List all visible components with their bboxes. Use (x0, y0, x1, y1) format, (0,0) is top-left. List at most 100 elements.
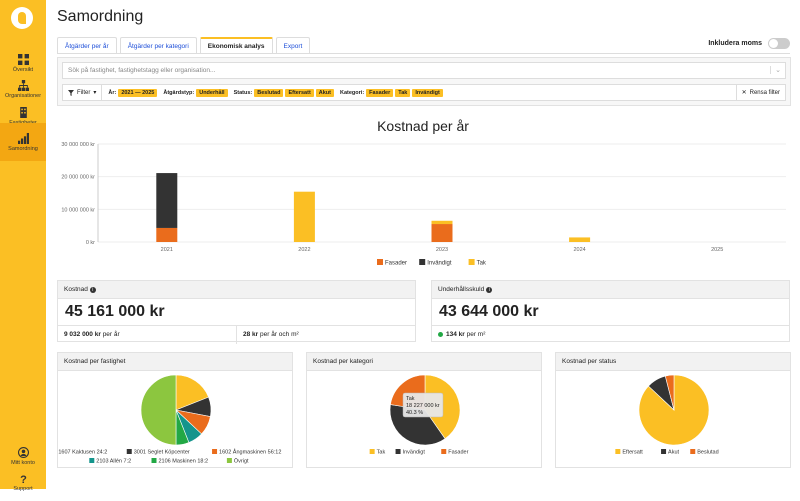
kostnad-card-header: Kostnad i (58, 281, 415, 299)
divider (57, 53, 790, 54)
bar-chart-icon (17, 132, 29, 144)
filter-chip-year[interactable]: 2021 — 2025 (118, 88, 158, 97)
tab-atgarder-per-kategori[interactable]: Åtgärder per kategori (119, 37, 197, 54)
pie-chart-status: Eftersatt Akut Beslutad (615, 374, 719, 456)
legend-swatch (212, 449, 218, 454)
sidebar-item-organisationer[interactable]: Organisationer (0, 70, 46, 108)
tab-export[interactable]: Export (275, 37, 311, 54)
legend-swatch (126, 449, 132, 454)
y-tick-label: 30 000 000 kr (61, 142, 95, 148)
filter-chip-type[interactable]: Underhåll (196, 88, 228, 97)
underhallsskuld-per-m2-value: 134 kr (446, 331, 465, 338)
filter-chip-status[interactable]: Akut (315, 88, 335, 97)
legend-label: Beslutad (697, 450, 718, 456)
kostnad-per-year-value: 9 032 000 kr (64, 331, 101, 338)
filter-category-label: Kategori: (340, 89, 365, 96)
grid-icon (17, 53, 29, 65)
filter-chip-category[interactable]: Tak (395, 88, 411, 97)
tab-atgarder-per-ar[interactable]: Åtgärder per år (57, 37, 117, 54)
tab-ekonomisk-analys[interactable]: Ekonomisk analys (199, 37, 273, 54)
kostnad-per-m2: 28 kr per år och m² (236, 325, 415, 344)
filter-chip-category[interactable]: Invändigt (412, 88, 443, 97)
moms-toggle[interactable] (768, 38, 790, 49)
status-dot (438, 332, 443, 337)
legend-label: Övrigt (234, 458, 249, 465)
reset-filter-label: Rensa filter (749, 89, 780, 96)
y-tick-label: 10 000 000 kr (61, 207, 95, 213)
filter-year-label: År: (108, 89, 117, 96)
org-chart-icon (17, 79, 29, 91)
x-tick-label: 2021 (161, 247, 173, 253)
tooltip-box (402, 392, 444, 418)
legend-swatch (615, 449, 621, 454)
filter-chip-category[interactable]: Fasader (366, 88, 394, 97)
pie-chart-fastighet: 1607 Kaktusen 24:2 3001 Seglet Köpcenter 1… (51, 374, 281, 465)
sidebar-item-support[interactable]: ? Support (0, 463, 46, 501)
sidebar-item-label: Organisationer (4, 92, 42, 99)
info-icon[interactable]: i (486, 286, 493, 293)
pie-card-header: Kostnad per kategori (307, 353, 541, 371)
chevron-down-icon[interactable]: ⌄ (770, 66, 781, 74)
bar-tak (293, 191, 315, 242)
legend-label: 2103 Allén 7:2 (96, 459, 131, 465)
legend-swatch (377, 259, 383, 265)
pie-card-header: Kostnad per status (556, 353, 790, 371)
tooltip-title: Tak (406, 396, 415, 402)
legend-label: Fasader (448, 450, 468, 456)
kostnad-per-m2-unit: per år och m² (260, 331, 299, 338)
legend-label: Akut (668, 450, 679, 456)
sidebar-item-label: Fastigheter (9, 120, 37, 126)
filter-type-label: Åtgärdstyp: (163, 89, 195, 96)
kostnad-card: Kostnad i 45 161 000 kr 9 032 000 kr per… (57, 280, 416, 344)
legend-label: 1602 Ångmaskinen 56:12 (219, 449, 281, 456)
legend-swatch (226, 458, 232, 463)
filter-button[interactable]: Filter ▾ (63, 85, 103, 100)
pie-card-kategori: Kostnad per kategori Tak Invändigt Fasader… (306, 352, 542, 468)
legend-label: 1607 Kaktusen 24:2 (58, 450, 107, 456)
bar-chart: 30 000 000 kr 20 000 000 kr 10 000 000 kr 0… (61, 142, 786, 267)
legend-swatch (690, 449, 696, 454)
legend-label: Eftersatt (622, 450, 643, 456)
filter-chip-status[interactable]: Eftersatt (285, 88, 314, 97)
logo[interactable] (11, 7, 33, 29)
filter-button-label: Filter (77, 89, 91, 96)
sidebar-item-fastigheter[interactable]: Fastigheter (0, 97, 46, 135)
filter-chip-status[interactable]: Beslutad (254, 88, 284, 97)
y-tick-label: 0 kr (86, 240, 95, 246)
x-tick-label: 2022 (298, 247, 310, 253)
search-input[interactable]: Sök på fastighet, fastighetstagg eller o… (62, 62, 786, 79)
tab-bar: Åtgärder per år Åtgärder per kategori Ek… (57, 37, 313, 54)
legend-label: Invändigt (403, 450, 426, 456)
legend-label: Invändigt (427, 261, 452, 267)
kostnad-card-title: Kostnad (64, 286, 88, 293)
legend-label: Fasader (385, 261, 407, 267)
user-icon (17, 446, 29, 458)
info-icon[interactable]: i (89, 286, 96, 293)
pie-slice (175, 374, 209, 411)
funnel-icon (68, 89, 74, 96)
underhallsskuld-card: Underhållsskuld i 43 644 000 kr 134 kr p… (431, 280, 790, 342)
reset-filter-button[interactable]: ✕ Rensa filter (735, 85, 785, 100)
bar-invändigt (156, 173, 178, 228)
x-tick-label: 2023 (436, 247, 448, 253)
underhallsskuld-per-m2: 134 kr per m² (432, 326, 789, 344)
sidebar-item-label: Översikt (12, 66, 34, 73)
legend-swatch (395, 449, 401, 454)
sidebar-item-samordning[interactable]: Samordning (0, 123, 46, 161)
underhallsskuld-per-m2-unit: per m² (466, 331, 486, 338)
legend-swatch (441, 449, 447, 454)
sidebar-item-mitt-konto[interactable]: Mitt konto (0, 437, 46, 475)
bar-tak (569, 237, 591, 242)
kostnad-per-m2-value: 28 kr (243, 331, 259, 338)
filter-status-label: Status: (233, 89, 253, 96)
sidebar-item-oversikt[interactable]: Översikt (0, 44, 46, 82)
legend-label: 3001 Seglet Köpcenter (134, 450, 190, 456)
kostnad-total: 45 161 000 kr (65, 303, 165, 320)
sidebar-item-label: Mitt konto (11, 459, 35, 466)
caret-down-icon: ▾ (93, 90, 97, 96)
page-title: Samordning (57, 8, 144, 25)
bar-fasader (431, 224, 453, 242)
x-tick-label: 2024 (573, 247, 585, 253)
legend-label: Tak (377, 450, 386, 456)
pie-card-header: Kostnad per fastighet (58, 353, 292, 371)
